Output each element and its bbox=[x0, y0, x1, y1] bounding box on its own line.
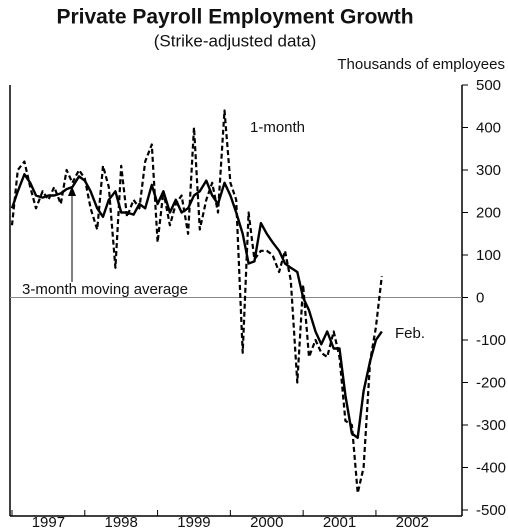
series-label: 1-month bbox=[250, 119, 305, 136]
y-axis-label: Thousands of employees bbox=[337, 56, 505, 73]
x-tick-label: 1997 bbox=[32, 514, 65, 531]
series-line bbox=[10, 109, 383, 495]
x-tick-label: 2001 bbox=[323, 514, 356, 531]
y-tick-label: 100 bbox=[476, 247, 501, 264]
chart-subtitle: (Strike-adjusted data) bbox=[154, 31, 317, 50]
y-tick-label: -300 bbox=[476, 417, 506, 434]
y-tick-label: 300 bbox=[476, 162, 501, 179]
y-tick-label: 400 bbox=[476, 119, 501, 136]
y-tick-label: -100 bbox=[476, 332, 506, 349]
x-tick-label: 2002 bbox=[396, 514, 429, 531]
y-tick-label: -200 bbox=[476, 374, 506, 391]
y-tick-label: -500 bbox=[476, 502, 506, 519]
y-tick-label: -400 bbox=[476, 459, 506, 476]
y-tick-label: 0 bbox=[476, 289, 484, 306]
x-tick-label: 2000 bbox=[250, 514, 283, 531]
x-tick-label: 1999 bbox=[177, 514, 210, 531]
x-tick-label: 1998 bbox=[104, 514, 137, 531]
chart-title: Private Payroll Employment Growth bbox=[56, 6, 413, 29]
series-label: 3-month moving average bbox=[22, 281, 188, 298]
arrow-head bbox=[68, 186, 76, 196]
annotation: Feb. bbox=[395, 325, 425, 342]
series-line bbox=[10, 173, 383, 439]
y-tick-label: 200 bbox=[476, 204, 501, 221]
y-tick-label: 500 bbox=[476, 77, 501, 94]
